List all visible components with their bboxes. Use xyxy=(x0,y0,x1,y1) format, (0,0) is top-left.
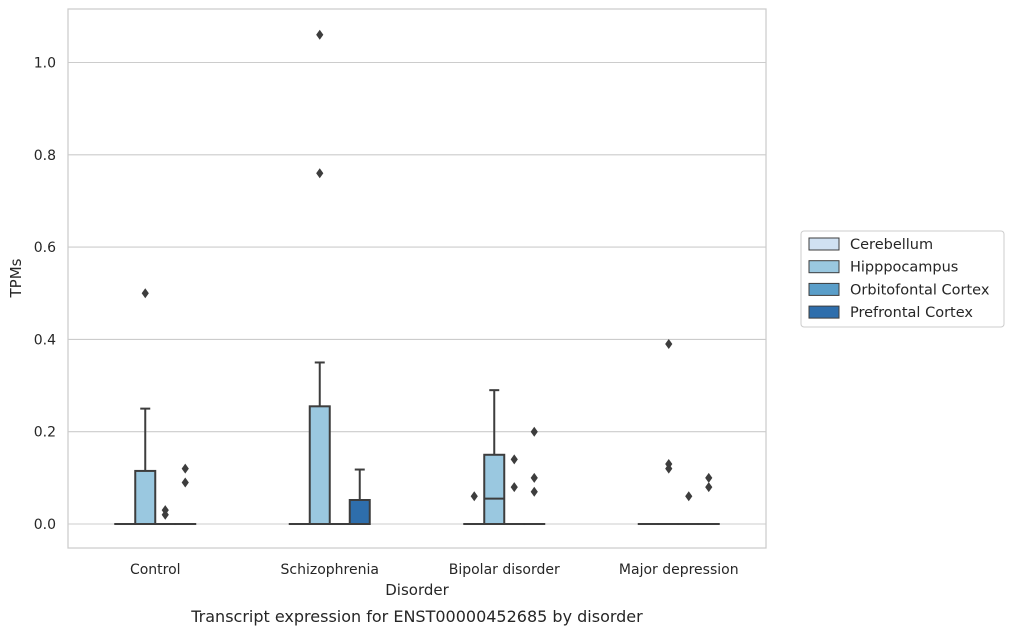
chart-caption: Transcript expression for ENST0000045268… xyxy=(190,607,643,626)
outlier-point xyxy=(510,454,518,465)
legend-label: Prefrontal Cortex xyxy=(850,305,973,321)
grid-lines xyxy=(68,61,766,525)
box-body xyxy=(308,405,331,526)
box-cerebellum xyxy=(463,491,486,526)
y-tick-label: 0.4 xyxy=(34,332,56,348)
legend: Cerebellum Hipppocampus Orbitofontal Corte… xyxy=(800,230,1005,328)
box-orbitofontal-cortex xyxy=(503,454,526,526)
box-hipppocampus xyxy=(483,389,506,525)
legend-label: Cerebellum xyxy=(850,237,933,253)
y-axis-label: TPMs xyxy=(7,258,25,298)
outlier-point xyxy=(470,491,478,502)
legend-swatch xyxy=(808,305,840,319)
box-marks xyxy=(114,29,720,526)
box-prefrontal-cortex xyxy=(697,472,720,526)
outlier-point xyxy=(530,426,538,437)
outlier-point xyxy=(141,288,149,299)
legend-swatch xyxy=(808,237,840,251)
outlier-point xyxy=(316,168,324,179)
outlier-point xyxy=(181,477,189,488)
box-prefrontal-cortex xyxy=(348,468,371,526)
box-orbitofontal-cortex xyxy=(154,505,177,526)
x-tick-label: Control xyxy=(130,562,181,578)
box-body xyxy=(483,453,506,525)
outlier-point xyxy=(510,482,518,493)
box-hipppocampus xyxy=(657,339,680,526)
box-prefrontal-cortex xyxy=(523,426,546,526)
y-tick-label: 1.0 xyxy=(34,56,56,72)
outlier-point xyxy=(705,472,713,483)
outlier-point xyxy=(530,472,538,483)
outlier-point xyxy=(665,339,673,350)
x-axis-label: Disorder xyxy=(385,581,449,599)
box-prefrontal-cortex xyxy=(174,463,197,526)
x-tick-label: Major depression xyxy=(619,562,739,578)
box-hipppocampus xyxy=(308,29,331,526)
y-tick-label: 0.2 xyxy=(34,425,56,441)
x-tick-labels: Control Schizophrenia Bipolar disorder Majo… xyxy=(130,562,739,578)
outlier-point xyxy=(316,29,324,40)
outlier-point xyxy=(181,463,189,474)
legend-swatch xyxy=(808,260,840,274)
outlier-point xyxy=(665,463,673,474)
outlier-point xyxy=(161,509,169,520)
box-hipppocampus xyxy=(134,288,157,525)
plot-frame xyxy=(67,8,767,549)
legend-frame xyxy=(800,230,1005,328)
outlier-point xyxy=(705,482,713,493)
y-tick-label: 0.8 xyxy=(34,148,56,164)
y-tick-labels: 0.0 0.2 0.4 0.6 0.8 1.0 xyxy=(34,56,56,534)
x-tick-label: Schizophrenia xyxy=(281,562,379,578)
legend-swatch xyxy=(808,282,840,296)
legend-label: Hipppocampus xyxy=(850,260,958,276)
outlier-point xyxy=(530,486,538,497)
x-tick-label: Bipolar disorder xyxy=(449,562,560,578)
outlier-point xyxy=(685,491,693,502)
box-body xyxy=(134,469,157,525)
box-body xyxy=(348,499,371,526)
legend-label: Orbitofontal Cortex xyxy=(850,282,990,298)
box-orbitofontal-cortex xyxy=(677,491,700,526)
y-tick-label: 0.6 xyxy=(34,240,56,256)
y-tick-label: 0.0 xyxy=(34,517,56,533)
